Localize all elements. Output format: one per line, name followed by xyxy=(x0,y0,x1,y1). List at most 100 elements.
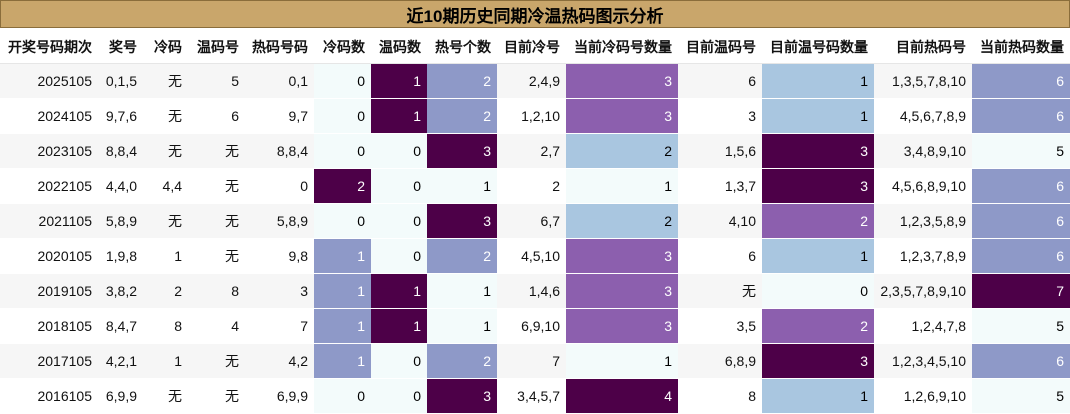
cell-hot-count: 3 xyxy=(427,378,497,414)
page-title: 近10期历史同期冷温热码图示分析 xyxy=(0,0,1070,28)
cell-hot: 0,1 xyxy=(245,63,314,99)
cell-cold-count: 0 xyxy=(314,98,371,134)
cell-cur-hot-qty: 7 xyxy=(972,273,1070,309)
cell-cur-cold-qty: 1 xyxy=(566,343,678,379)
cell-cur-warm: 8 xyxy=(678,378,762,414)
cell-cur-cold-qty: 3 xyxy=(566,98,678,134)
table-row: 2016105 6,9,9 无无 6,9,9 0 0 3 3,4,5,7 4 8 1 1,2,6,9,… xyxy=(0,378,1070,414)
cell-cur-hot: 1,2,3,4,5,10 xyxy=(874,343,972,379)
cell-warm: 6 xyxy=(188,98,245,134)
table-row: 2022105 4,4,0 4,4 无 0 2 0 1 2 1 1,3,7 3 4,5,6,8,9,10… xyxy=(0,168,1070,204)
cell-cur-hot-qty: 6 xyxy=(972,168,1070,204)
header-warm-count: 温码数 xyxy=(371,30,427,64)
cell-cur-cold-qty: 3 xyxy=(566,273,678,309)
table-row: 2023105 8,8,4 无无 8,8,4 0 0 3 2,7 2 1,5,6 3 3,4,8,9,… xyxy=(0,133,1070,169)
cell-period: 2017105 xyxy=(0,343,98,379)
cell-hot-count: 1 xyxy=(427,273,497,309)
cell-warm-count: 1 xyxy=(371,308,427,344)
cell-warm: 无 xyxy=(188,133,245,169)
cell-period: 2016105 xyxy=(0,378,98,414)
cell-cur-hot: 1,2,4,7,8 xyxy=(874,308,972,344)
cell-winning: 8,4,7 xyxy=(98,308,143,344)
cell-cold: 2 xyxy=(143,273,188,309)
cell-cold-count: 1 xyxy=(314,238,371,274)
cell-cur-warm: 6,8,9 xyxy=(678,343,762,379)
cell-cold: 无 xyxy=(143,378,188,414)
cell-hot-count: 2 xyxy=(427,343,497,379)
cell-cold: 无 xyxy=(143,98,188,134)
cell-cur-cold: 2,7 xyxy=(497,133,566,169)
cell-hot: 0 xyxy=(245,168,314,204)
cell-cur-hot-qty: 6 xyxy=(972,343,1070,379)
cell-winning: 5,8,9 xyxy=(98,203,143,239)
cell-cold: 无 xyxy=(143,203,188,239)
cell-hot: 4,2 xyxy=(245,343,314,379)
cell-cur-warm: 无 xyxy=(678,273,762,309)
header-warm: 温码号 xyxy=(188,30,245,64)
cell-winning: 4,4,0 xyxy=(98,168,143,204)
cell-warm: 8 xyxy=(188,273,245,309)
header-row: 开奖号码期次 奖号 冷码 温码号 热码号码 冷码数 温码数 热号个数 目前冷号 … xyxy=(0,30,1070,64)
cell-period: 2022105 xyxy=(0,168,98,204)
cell-cur-hot: 2,3,5,7,8,9,10 xyxy=(874,273,972,309)
cold-warm-hot-table: 开奖号码期次 奖号 冷码 温码号 热码号码 冷码数 温码数 热号个数 目前冷号 … xyxy=(0,30,1070,414)
cell-cur-cold: 1,4,6 xyxy=(497,273,566,309)
cell-cur-cold-qty: 3 xyxy=(566,238,678,274)
cell-cold-count: 0 xyxy=(314,63,371,99)
cell-cold-count: 2 xyxy=(314,168,371,204)
cell-hot-count: 2 xyxy=(427,238,497,274)
cell-cur-hot-qty: 6 xyxy=(972,98,1070,134)
cell-cur-warm-qty: 0 xyxy=(762,273,874,309)
table-row: 2018105 8,4,7 8 4 7 1 1 1 6,9,10 3 3,5 2 1,2,4,7,8 5 xyxy=(0,308,1070,344)
cell-warm-count: 0 xyxy=(371,378,427,414)
header-cur-cold: 目前冷号 xyxy=(497,30,566,64)
cell-cur-cold-qty: 3 xyxy=(566,308,678,344)
cell-cur-cold: 2,4,9 xyxy=(497,63,566,99)
cell-winning: 6,9,9 xyxy=(98,378,143,414)
cell-cold-count: 1 xyxy=(314,273,371,309)
cell-warm: 无 xyxy=(188,168,245,204)
cell-cur-warm-qty: 3 xyxy=(762,343,874,379)
cell-hot-count: 3 xyxy=(427,133,497,169)
cell-winning: 1,9,8 xyxy=(98,238,143,274)
header-cur-warm-qty: 目前温号码数量 xyxy=(762,30,874,64)
cell-warm: 无 xyxy=(188,343,245,379)
cell-cur-warm: 3,5 xyxy=(678,308,762,344)
cell-cur-warm: 1,5,6 xyxy=(678,133,762,169)
cell-cur-cold-qty: 3 xyxy=(566,63,678,99)
cell-cur-hot: 1,2,6,9,10 xyxy=(874,378,972,414)
cell-cur-cold-qty: 4 xyxy=(566,378,678,414)
cell-cold: 无 xyxy=(143,63,188,99)
cell-cur-cold-qty: 2 xyxy=(566,203,678,239)
cell-cur-warm-qty: 2 xyxy=(762,203,874,239)
cell-cold-count: 1 xyxy=(314,308,371,344)
cell-warm-count: 0 xyxy=(371,343,427,379)
cell-hot: 8,8,4 xyxy=(245,133,314,169)
header-cur-cold-qty: 当前冷码号数量 xyxy=(566,30,678,64)
cell-hot: 7 xyxy=(245,308,314,344)
cell-cur-warm-qty: 2 xyxy=(762,308,874,344)
cell-winning: 8,8,4 xyxy=(98,133,143,169)
header-cold: 冷码 xyxy=(143,30,188,64)
header-winning: 奖号 xyxy=(98,30,143,64)
cell-hot-count: 2 xyxy=(427,98,497,134)
table-row: 2024105 9,7,6 无 6 9,7 0 1 2 1,2,10 3 3 1 4,5,6,7,8,9… xyxy=(0,98,1070,134)
cell-cur-cold-qty: 2 xyxy=(566,133,678,169)
cell-cur-hot: 4,5,6,8,9,10 xyxy=(874,168,972,204)
cell-cold: 无 xyxy=(143,133,188,169)
cell-cur-warm-qty: 1 xyxy=(762,63,874,99)
cell-cur-cold: 7 xyxy=(497,343,566,379)
cell-cold-count: 0 xyxy=(314,378,371,414)
cell-cur-hot-qty: 6 xyxy=(972,203,1070,239)
cell-hot: 9,7 xyxy=(245,98,314,134)
table-row: 2021105 5,8,9 无无 5,8,9 0 0 3 6,7 2 4,10 2 1,2,3,5,8… xyxy=(0,203,1070,239)
cell-winning: 0,1,5 xyxy=(98,63,143,99)
cell-hot: 9,8 xyxy=(245,238,314,274)
cell-period: 2025105 xyxy=(0,63,98,99)
cell-warm: 无 xyxy=(188,378,245,414)
table-body: 2025105 0,1,5 无 5 0,1 0 1 2 2,4,9 3 6 1 1,3,5,7,8,10… xyxy=(0,63,1070,414)
header-cur-hot: 目前热码号 xyxy=(874,30,972,64)
header-cold-count: 冷码数 xyxy=(314,30,371,64)
cell-period: 2021105 xyxy=(0,203,98,239)
cell-warm-count: 1 xyxy=(371,273,427,309)
